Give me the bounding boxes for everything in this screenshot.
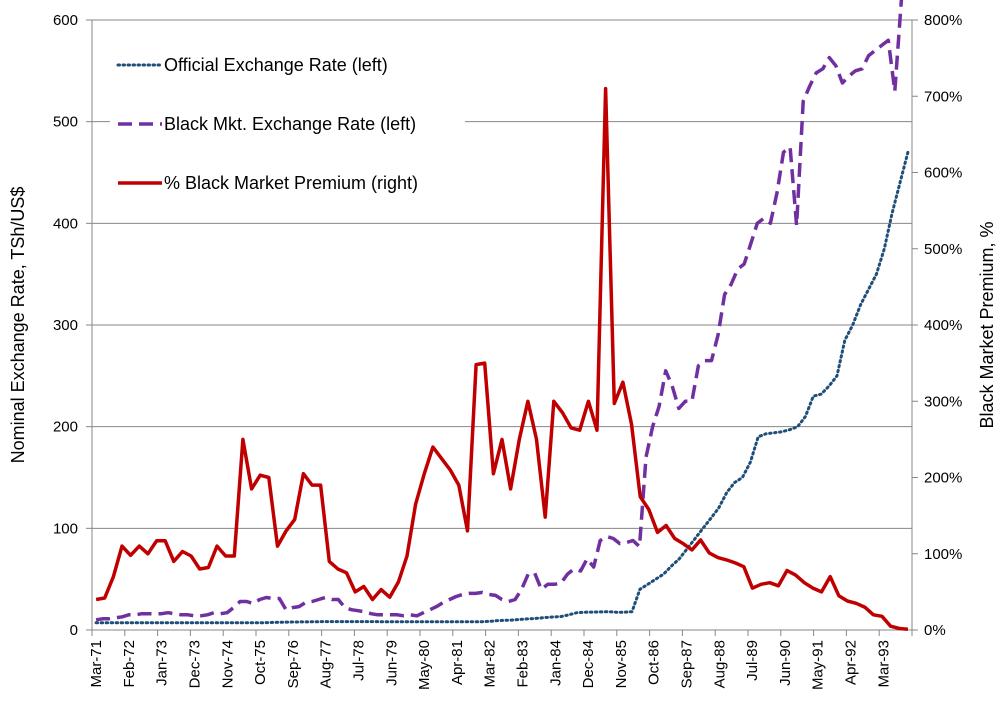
x-tick-label: Jan-84 [547,640,564,686]
x-tick-label: Aug-77 [318,640,335,688]
y-axis-title: Nominal Exchange Rate, TSh/US$ [8,187,28,464]
x-tick-label: Jan-73 [154,640,171,686]
x-tick-label: Sep-87 [679,640,696,688]
x-tick-label: Mar-93 [875,640,892,688]
x-tick-label: Mar-71 [88,640,105,688]
series-line-1 [94,150,910,625]
series-line-2 [95,0,904,622]
legend-label-1: Official Exchange Rate (left) [164,55,388,75]
tick-labels: 0 100 200 300 400 500 600 0% 100% 200% 300% 400% 500… [53,12,962,690]
x-tick-label: Jul-89 [744,640,761,681]
y-tick-label: 500 [53,114,78,131]
x-tick-label: Oct-86 [646,640,663,685]
y-tick-label: 100 [53,520,78,537]
y-tick-label: 300 [53,317,78,334]
y2-tick-label: 200% [924,470,962,487]
x-tick-label: May-80 [416,640,433,690]
y2-tick-label: 500% [924,241,962,258]
y2-axis-title: Black Market Premium, % [977,221,997,428]
x-tick-label: May-91 [810,640,827,690]
y2-tick-label: 100% [924,546,962,563]
y-tick-label: 600 [53,12,78,29]
x-tick-label: Jul-78 [351,640,368,681]
y2-tick-label: 800% [924,12,962,29]
x-tick-label: Dec-84 [580,640,597,688]
x-tick-label: Jun-79 [383,640,400,686]
y-tick-label: 0 [70,622,78,639]
x-tick-label: Mar-82 [482,640,499,688]
x-tick-label: Apr-81 [449,640,466,685]
series-group [94,0,910,631]
legend-label-3: % Black Market Premium (right) [164,173,418,193]
legend: Official Exchange Rate (left) Black Mkt. … [110,40,465,215]
axes [86,19,918,636]
x-tick-label: Feb-83 [515,640,532,688]
series-line-3 [95,86,909,631]
y2-tick-label: 300% [924,393,962,410]
x-tick-label: Feb-72 [121,640,138,688]
x-tick-label: Nov-74 [219,640,236,688]
x-tick-label: Nov-85 [613,640,630,688]
y2-tick-label: 600% [924,165,962,182]
y2-tick-label: 0% [924,622,946,639]
x-tick-label: Dec-73 [187,640,204,688]
y2-tick-label: 400% [924,317,962,334]
legend-background [110,40,465,215]
x-tick-label: Oct-75 [252,640,269,685]
y2-tick-label: 700% [924,88,962,105]
x-tick-label: Jun-90 [777,640,794,686]
legend-label-2: Black Mkt. Exchange Rate (left) [164,114,416,134]
y-tick-label: 200 [53,419,78,436]
x-tick-label: Aug-88 [711,640,728,688]
y-tick-label: 400 [53,215,78,232]
x-tick-label: Apr-92 [843,640,860,685]
x-tick-label: Sep-76 [285,640,302,688]
